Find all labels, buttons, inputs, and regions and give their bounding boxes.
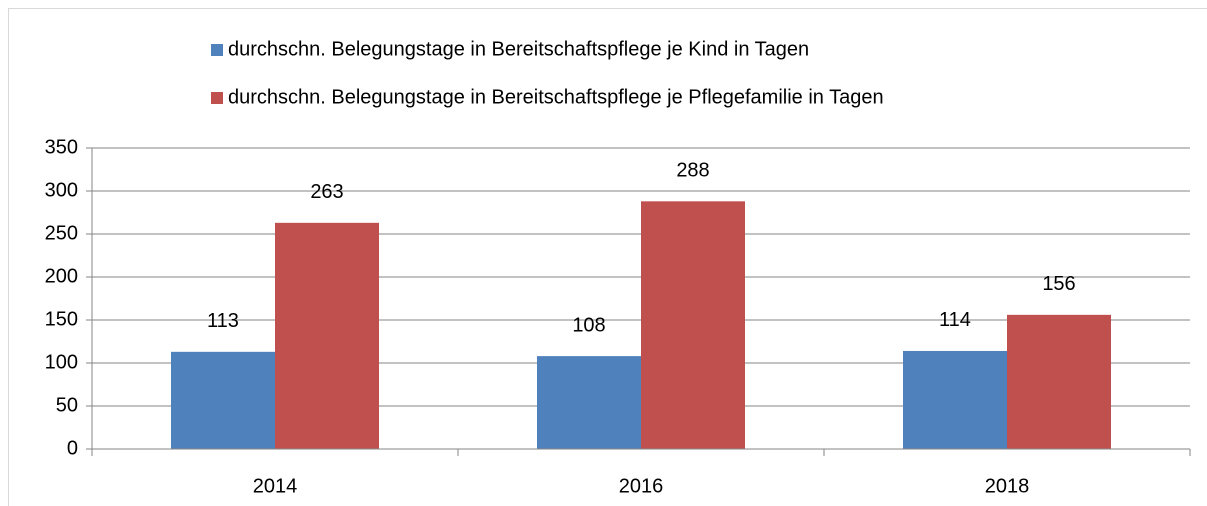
bar [1007, 314, 1111, 449]
x-tick-label: 2016 [619, 475, 664, 497]
bar [641, 201, 745, 449]
bar [171, 351, 275, 449]
data-label: 263 [310, 181, 343, 203]
y-tick-label: 0 [67, 437, 78, 459]
legend-swatch [211, 92, 223, 104]
data-label: 113 [207, 310, 239, 332]
legend-swatch [211, 44, 223, 56]
bar [537, 356, 641, 449]
y-tick-label: 100 [45, 351, 78, 373]
y-tick-label: 50 [56, 394, 78, 416]
data-label: 108 [572, 314, 605, 336]
y-tick-label: 250 [45, 222, 78, 244]
data-label: 156 [1042, 273, 1075, 295]
bar [275, 222, 379, 449]
bar [903, 350, 1007, 449]
y-tick-label: 200 [45, 265, 78, 287]
data-label: 114 [939, 309, 971, 331]
y-tick-label: 300 [45, 179, 78, 201]
legend-label: durchschn. Belegungstage in Bereitschaft… [228, 38, 809, 60]
y-tick-label: 350 [45, 136, 78, 158]
x-tick-label: 2018 [985, 475, 1030, 497]
legend-label: durchschn. Belegungstage in Bereitschaft… [228, 86, 884, 108]
data-label: 288 [676, 160, 709, 182]
x-tick-label: 2014 [253, 475, 298, 497]
y-tick-label: 150 [45, 308, 78, 330]
chart-frame [8, 8, 1207, 506]
